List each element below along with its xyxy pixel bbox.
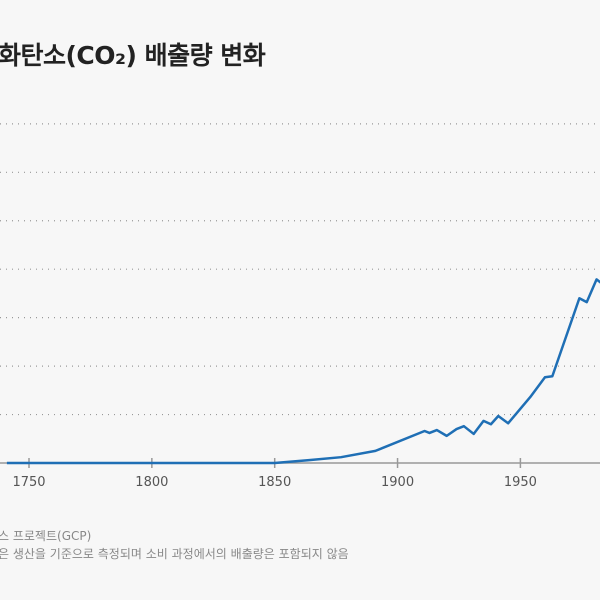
x-tick-label: 1850 (258, 475, 291, 490)
x-tick-label: 1950 (504, 475, 537, 490)
chart-title: 화탄소(CO₂) 배출량 변화 (0, 41, 266, 70)
series-line (6, 278, 600, 465)
x-tick-label: 1800 (135, 475, 168, 490)
source-text: 스 프로젝트(GCP) (0, 529, 92, 543)
note-text: 은 생산을 기준으로 측정되며 소비 과정에서의 배출량은 포함되지 않음 (0, 547, 349, 561)
x-tick-label: 1900 (381, 475, 414, 490)
x-tick-label: 1750 (12, 475, 45, 490)
